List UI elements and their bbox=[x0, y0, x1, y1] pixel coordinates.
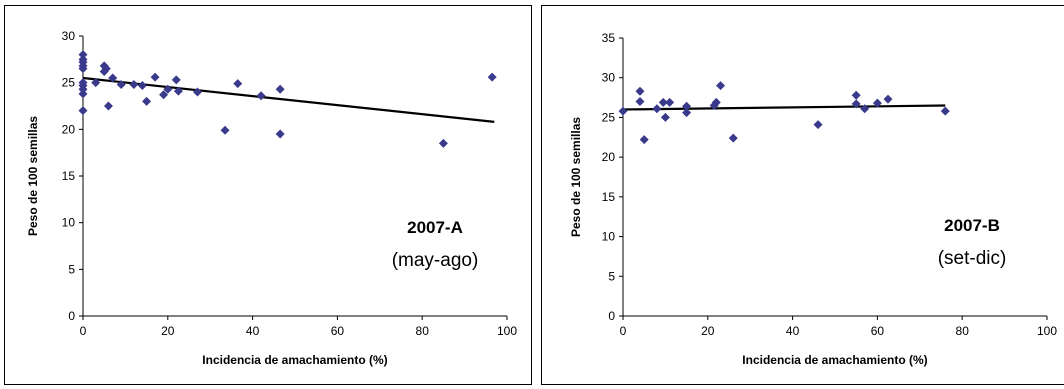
y-tick-label: 0 bbox=[608, 309, 615, 323]
data-point bbox=[129, 80, 139, 90]
data-point bbox=[159, 90, 169, 100]
x-tick-label: 20 bbox=[701, 324, 715, 338]
data-point bbox=[116, 80, 126, 90]
y-axis-title: Peso de 100 semillas bbox=[569, 117, 583, 237]
annotation-season: 2007-B bbox=[944, 216, 1000, 235]
annotation-period: (may-ago) bbox=[392, 250, 479, 271]
y-tick-label: 5 bbox=[68, 262, 75, 276]
scatter-chart-2007-a: 0 5 10 15 20 25 30 0 20 40 60 80 100 Incidencia de am… bbox=[26, 29, 517, 367]
x-axis-title: Incidencia de amachamiento (%) bbox=[202, 353, 387, 367]
data-point bbox=[716, 81, 726, 91]
data-point bbox=[163, 84, 173, 94]
data-point bbox=[860, 104, 870, 114]
data-point bbox=[275, 84, 285, 94]
data-point bbox=[682, 101, 692, 111]
x-tick-label: 100 bbox=[1037, 324, 1057, 338]
data-point bbox=[665, 97, 675, 107]
data-point bbox=[618, 106, 628, 116]
data-point bbox=[78, 64, 88, 74]
data-point bbox=[682, 108, 692, 118]
y-axis-title: Peso de 100 semillas bbox=[26, 116, 40, 236]
data-point bbox=[940, 106, 950, 116]
data-point bbox=[101, 64, 111, 74]
data-point bbox=[658, 97, 668, 107]
x-tick-label: 80 bbox=[956, 324, 970, 338]
data-point bbox=[872, 98, 882, 108]
data-point bbox=[78, 84, 88, 94]
data-point bbox=[173, 86, 183, 96]
x-tick-label: 60 bbox=[331, 324, 345, 338]
data-point bbox=[99, 61, 109, 71]
data-point bbox=[438, 138, 448, 148]
data-point bbox=[233, 79, 243, 89]
trendline bbox=[82, 76, 495, 123]
y-tick-label: 30 bbox=[602, 71, 616, 85]
data-point bbox=[660, 112, 670, 122]
x-tick-label: 20 bbox=[161, 324, 175, 338]
x-tick-label: 80 bbox=[416, 324, 430, 338]
data-point bbox=[220, 125, 230, 135]
chart-panel-2007-a: 0 5 10 15 20 25 30 0 20 40 60 80 100 Incidencia de am… bbox=[4, 5, 532, 385]
data-point bbox=[142, 96, 152, 106]
y-tick-label: 25 bbox=[62, 76, 76, 90]
x-tick-label: 40 bbox=[246, 324, 260, 338]
y-tick-label: 10 bbox=[62, 216, 76, 230]
data-point bbox=[652, 104, 662, 114]
data-point bbox=[709, 101, 719, 111]
y-tick-label: 20 bbox=[62, 122, 76, 136]
x-tick-label: 0 bbox=[620, 324, 627, 338]
y-tick-label: 15 bbox=[62, 169, 76, 183]
data-point bbox=[728, 133, 738, 143]
data-point bbox=[635, 97, 645, 107]
annotation-season: 2007-A bbox=[407, 218, 463, 237]
trendline bbox=[622, 104, 946, 111]
x-tick-label: 100 bbox=[497, 324, 517, 338]
data-point bbox=[851, 90, 861, 100]
y-tick-label: 25 bbox=[602, 110, 616, 124]
x-tick-label: 0 bbox=[80, 324, 87, 338]
y-tick-label: 35 bbox=[602, 31, 616, 45]
data-point bbox=[171, 75, 181, 85]
y-tick-label: 5 bbox=[608, 269, 615, 283]
annotation-period: (set-dic) bbox=[938, 248, 1007, 269]
x-tick-label: 40 bbox=[786, 324, 800, 338]
data-point bbox=[150, 72, 160, 82]
y-tick-label: 20 bbox=[602, 150, 616, 164]
y-tick-label: 0 bbox=[68, 309, 75, 323]
data-point bbox=[91, 78, 101, 88]
data-point bbox=[487, 72, 497, 82]
data-point bbox=[635, 86, 645, 96]
data-point bbox=[711, 97, 721, 107]
data-point bbox=[108, 73, 118, 83]
y-tick-label: 30 bbox=[62, 29, 76, 43]
data-point bbox=[883, 94, 893, 104]
data-point bbox=[256, 91, 266, 101]
scatter-chart-2007-b: 0 5 10 15 20 25 30 35 0 20 40 60 80 100 Incidencia de … bbox=[569, 31, 1057, 367]
data-point bbox=[851, 99, 861, 109]
y-tick-label: 10 bbox=[602, 230, 616, 244]
data-point bbox=[275, 129, 285, 139]
x-axis-title: Incidencia de amachamiento (%) bbox=[742, 353, 927, 367]
data-point bbox=[813, 120, 823, 130]
data-point bbox=[78, 106, 88, 116]
data-point bbox=[137, 80, 147, 90]
data-point bbox=[78, 50, 88, 60]
data-point bbox=[639, 135, 649, 145]
data-point bbox=[103, 101, 113, 111]
y-tick-label: 15 bbox=[602, 190, 616, 204]
data-point bbox=[192, 87, 202, 97]
data-point bbox=[78, 89, 88, 99]
chart-panel-2007-b: 0 5 10 15 20 25 30 35 0 20 40 60 80 100 Incidencia de … bbox=[541, 5, 1064, 385]
x-tick-label: 60 bbox=[871, 324, 885, 338]
